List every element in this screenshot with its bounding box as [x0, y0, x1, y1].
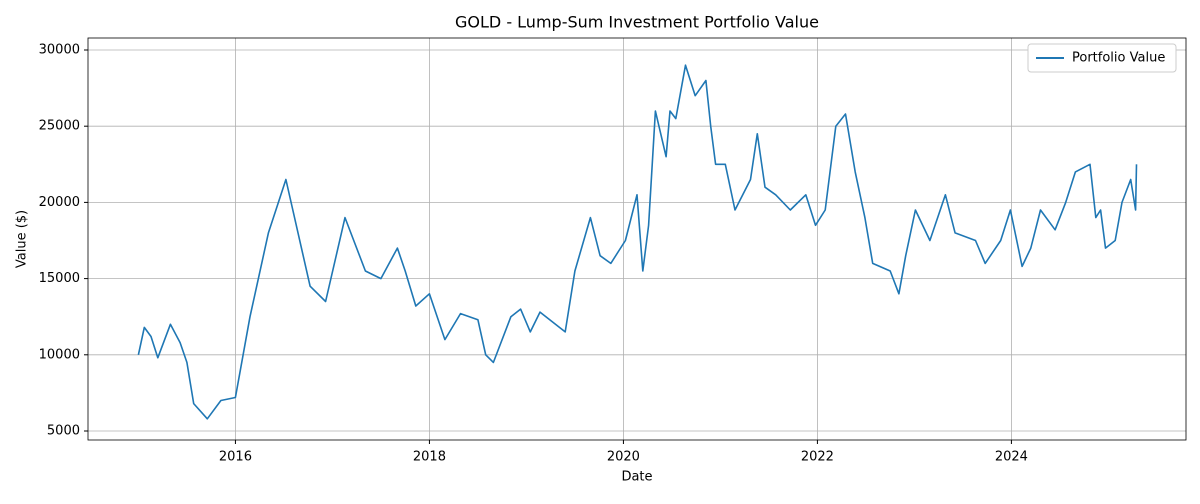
- y-tick-label: 10000: [39, 347, 80, 362]
- y-tick-label: 5000: [47, 423, 80, 438]
- chart-title: GOLD - Lump-Sum Investment Portfolio Val…: [455, 13, 819, 32]
- x-tick-label: 2018: [413, 450, 446, 465]
- y-tick-label: 15000: [39, 271, 80, 286]
- x-tick-label: 2016: [219, 450, 252, 465]
- plot-frame: [87, 37, 1187, 441]
- legend-box: [1027, 43, 1177, 73]
- x-tick-label: 2020: [607, 450, 640, 465]
- x-axis-label: Date: [621, 470, 652, 485]
- data-line: [137, 64, 1138, 420]
- y-tick-label: 25000: [39, 119, 80, 134]
- x-tick-label: 2022: [801, 450, 834, 465]
- y-axis-label: Value ($): [15, 210, 30, 268]
- legend-label: Portfolio Value: [1072, 51, 1165, 66]
- y-tick-label: 20000: [39, 195, 80, 210]
- x-tick-label: 2024: [995, 450, 1028, 465]
- y-tick-label: 30000: [39, 42, 80, 57]
